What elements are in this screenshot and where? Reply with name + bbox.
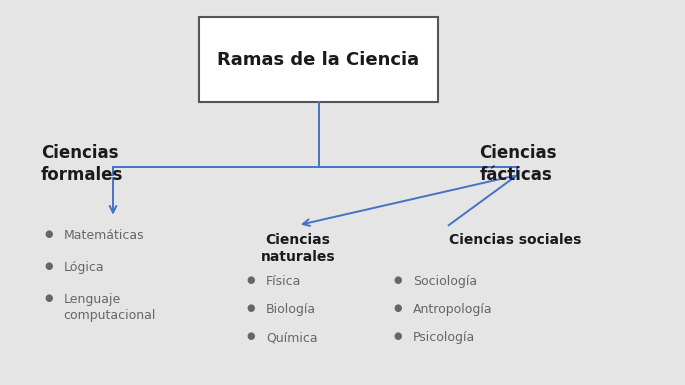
Text: ●: ● xyxy=(394,275,402,285)
Text: ●: ● xyxy=(247,275,255,285)
Text: Psicología: Psicología xyxy=(413,331,475,345)
Text: Química: Química xyxy=(266,331,317,345)
Text: Ramas de la Ciencia: Ramas de la Ciencia xyxy=(217,51,420,69)
Text: Ciencias sociales: Ciencias sociales xyxy=(449,233,581,247)
Text: ●: ● xyxy=(394,331,402,341)
Text: Biología: Biología xyxy=(266,303,316,316)
Text: ●: ● xyxy=(394,303,402,313)
Text: Física: Física xyxy=(266,275,301,288)
Text: Ciencias
naturales: Ciencias naturales xyxy=(261,233,335,264)
Text: ●: ● xyxy=(247,331,255,341)
Text: Matemáticas: Matemáticas xyxy=(64,229,145,242)
Text: ●: ● xyxy=(247,303,255,313)
Text: Antropología: Antropología xyxy=(413,303,493,316)
Text: Lógica: Lógica xyxy=(64,261,104,274)
Text: Sociología: Sociología xyxy=(413,275,477,288)
Text: ●: ● xyxy=(45,293,53,303)
Text: ●: ● xyxy=(45,261,53,271)
Text: ●: ● xyxy=(45,229,53,239)
Text: Ciencias
formales: Ciencias formales xyxy=(41,144,123,184)
Text: Lenguaje
computacional: Lenguaje computacional xyxy=(64,293,156,322)
Text: Ciencias
fácticas: Ciencias fácticas xyxy=(479,144,557,184)
FancyBboxPatch shape xyxy=(199,17,438,102)
